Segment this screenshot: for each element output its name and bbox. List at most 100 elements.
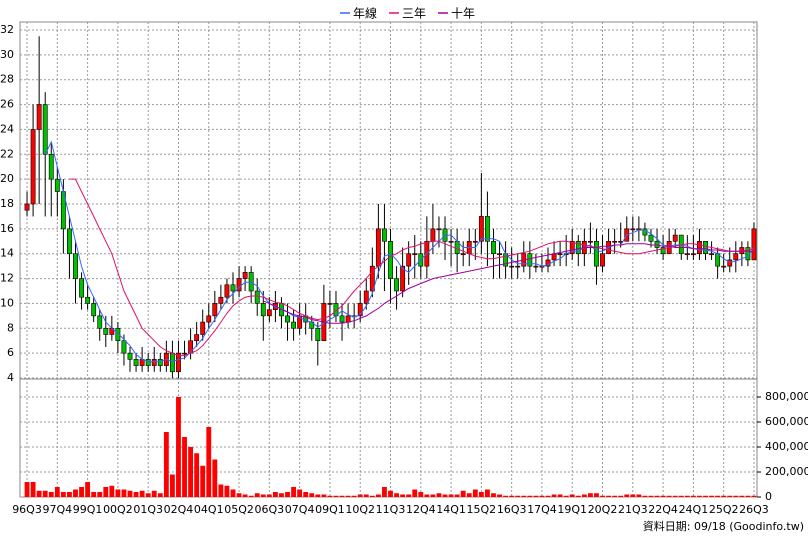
volume-bar [163,432,169,497]
volume-bar [648,495,654,497]
volume-bar [297,489,303,497]
candle-body [612,240,618,243]
candle-body [266,309,272,317]
volume-bar [739,495,745,497]
volume-bar [466,493,472,497]
y-tick-label: 30 [0,48,14,61]
candle-body [291,321,296,329]
volume-bar [539,495,545,497]
volume-bar [85,482,91,497]
volume-bar [618,495,624,497]
candle-body [497,253,502,256]
candle-body [357,303,363,317]
volume-bar [260,494,266,497]
candle-body [587,240,593,243]
volume-bar [333,495,339,497]
volume-bar [157,493,163,497]
x-tick-label: 01Q3 [133,503,163,516]
candle-body [176,352,181,373]
candle-body [412,253,418,256]
volume-bar [375,494,381,497]
volume-bar [418,492,424,497]
candle-body [315,327,321,342]
volume-bar [436,493,442,497]
volume-bar [133,492,139,497]
volume-bar [672,495,678,497]
candle-body [672,234,678,242]
volume-bar [351,495,357,497]
candle-body [73,253,78,279]
y-tick-label: 20 [0,172,14,185]
volume-bar [448,494,454,497]
x-tick-label: 22Q4 [648,503,678,516]
volume-bar [254,493,260,497]
x-tick-label: 14Q1 [436,503,466,516]
x-tick-label: 99Q1 [73,503,103,516]
volume-bar [285,492,290,497]
candle-body [79,278,84,298]
candle-body [509,265,515,268]
volume-bar [230,489,236,497]
candle-body [394,278,399,292]
volume-bar [266,494,272,497]
volume-bar [30,482,36,497]
volume-bar [363,494,369,497]
y-tick-label: 32 [0,23,14,36]
volume-bar [751,495,757,497]
y2-tick-label: 600,000 [765,415,808,428]
candle-body [218,296,224,304]
x-tick-label: 04Q1 [194,503,224,516]
candle-body [206,315,212,323]
candle-body [242,272,248,279]
legend-label: 三年 [402,7,426,21]
candle-body [382,228,387,242]
volume-bar [218,484,224,497]
volume-bar [127,490,133,497]
candle-body [254,290,260,304]
volume-bar [339,495,345,497]
volume-bar [642,495,648,497]
volume-bar [97,492,103,497]
candle-body [690,253,696,256]
volume-bar [121,489,127,497]
volume-bar [48,492,54,497]
volume-bar [721,495,727,497]
candle-body [145,359,151,366]
candle-body [121,340,127,354]
volume-bar [309,493,315,497]
candle-body [363,290,369,304]
volume-bar [248,495,254,497]
volume-bar [697,495,702,497]
volume-bar [563,495,569,497]
candle-body [85,296,91,304]
candle-body [230,284,236,292]
candle-body [345,315,351,323]
candle-body [751,228,757,261]
y-tick-label: 28 [0,73,14,86]
volume-bar [472,489,478,497]
candle-body [327,303,333,305]
volume-bar [176,397,181,497]
x-tick-label: 15Q2 [467,503,497,516]
ma-line [44,140,755,363]
volume-bar [690,495,696,497]
y-tick-label: 26 [0,98,14,111]
y-tick-label: 6 [7,346,14,359]
volume-bar [115,489,121,497]
volume-bar [660,495,666,497]
volume-bar [206,427,212,497]
candle-body [169,352,175,373]
volume-bar [527,495,533,497]
volume-bar [79,487,84,497]
volume-bar [636,494,642,497]
candle-body [24,203,30,211]
volume-bar [194,453,200,497]
candle-body [91,303,97,317]
volume-bar [703,495,708,497]
x-tick-label: 11Q3 [376,503,406,516]
candle-body [42,104,48,155]
volume-bar [182,437,187,497]
volume-bar [606,495,612,497]
x-tick-label: 21Q3 [618,503,648,516]
volume-bar [630,494,636,497]
